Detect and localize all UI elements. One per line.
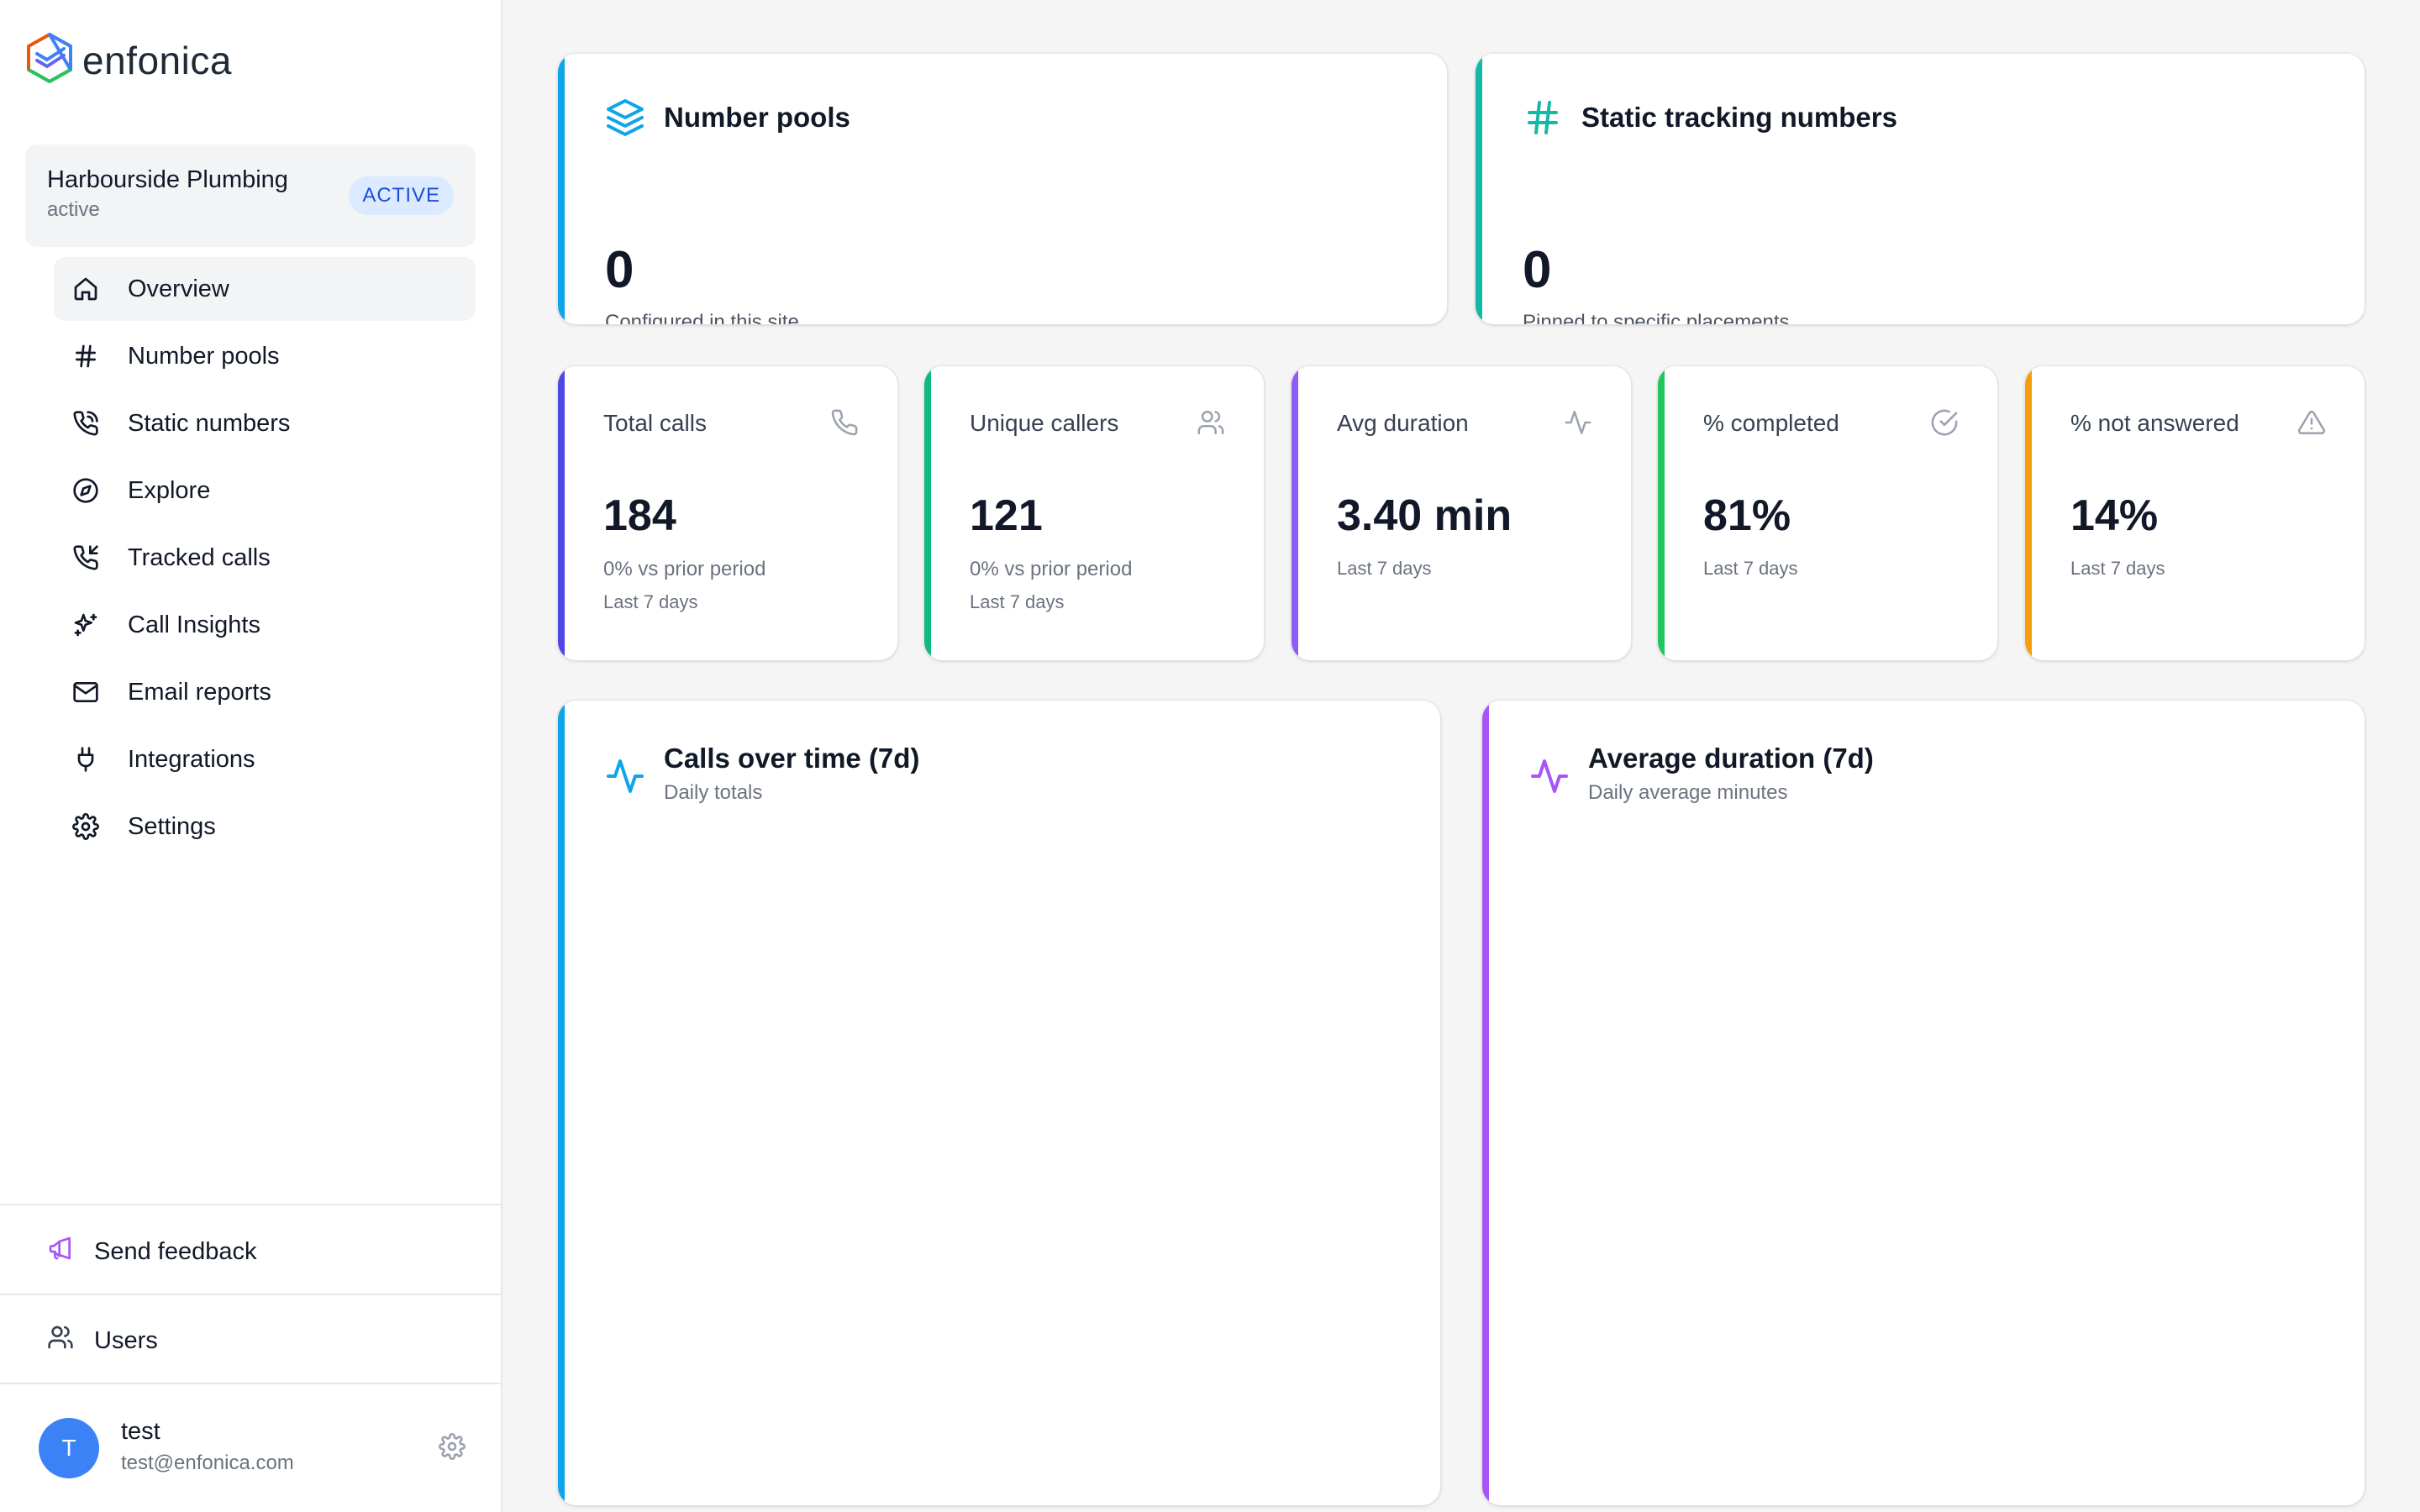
activity-icon xyxy=(1529,756,1570,796)
stat-label: Avg duration xyxy=(1337,410,1469,436)
divider xyxy=(0,1294,502,1295)
hash-icon xyxy=(72,343,99,370)
divider xyxy=(0,1383,502,1384)
layers-icon xyxy=(605,97,645,138)
enfonica-logo-icon xyxy=(25,32,74,88)
sidebar-nav: Overview Number pools Static numbers Exp… xyxy=(54,257,476,862)
sidebar-item-static-numbers[interactable]: Static numbers xyxy=(54,391,476,455)
brand-logo[interactable]: enfonica xyxy=(25,32,232,88)
calls-over-time-chart-card: Calls over time (7d) Daily totals xyxy=(558,701,1440,1505)
site-status: active xyxy=(47,198,100,221)
stat-period: Last 7 days xyxy=(603,591,698,612)
stat-comparison: 0% vs prior period xyxy=(603,558,766,580)
send-feedback-button[interactable]: Send feedback xyxy=(47,1235,256,1268)
mail-icon xyxy=(72,679,99,706)
sidebar-item-call-insights[interactable]: Call Insights xyxy=(54,593,476,657)
sidebar-item-settings[interactable]: Settings xyxy=(54,795,476,858)
status-badge: ACTIVE xyxy=(349,176,454,215)
stat-period: Last 7 days xyxy=(1337,558,1432,579)
static-tracking-numbers-card[interactable]: Static tracking numbers 0 Pinned to spec… xyxy=(1476,54,2365,324)
send-feedback-label: Send feedback xyxy=(94,1237,257,1265)
brand-name: enfonica xyxy=(82,38,232,82)
sidebar: enfonica Harbourside Plumbing active ACT… xyxy=(0,0,502,1512)
stat-label: % completed xyxy=(1703,410,1839,436)
stat-comparison: 0% vs prior period xyxy=(970,558,1133,580)
chart-subtitle: Daily totals xyxy=(664,781,763,804)
sidebar-item-label: Settings xyxy=(128,812,216,840)
chart-title: Average duration (7d) xyxy=(1588,743,1874,774)
activity-icon xyxy=(1564,408,1592,437)
alert-triangle-icon xyxy=(2297,408,2326,437)
phone-incoming-icon xyxy=(72,544,99,571)
divider xyxy=(0,1204,502,1205)
stat-label: Total calls xyxy=(603,410,707,436)
card-caption: Configured in this site xyxy=(605,311,799,324)
users-button[interactable]: Users xyxy=(47,1324,158,1357)
compass-icon xyxy=(72,477,99,504)
sidebar-item-overview[interactable]: Overview xyxy=(54,257,476,321)
sidebar-item-label: Email reports xyxy=(128,678,271,706)
plug-icon xyxy=(72,746,99,773)
stat-value: 14% xyxy=(2070,491,2159,540)
sidebar-item-label: Explore xyxy=(128,476,211,504)
sidebar-item-number-pools[interactable]: Number pools xyxy=(54,324,476,388)
site-selector[interactable]: Harbourside Plumbing active ACTIVE xyxy=(25,144,476,247)
card-caption: Pinned to specific placements xyxy=(1523,311,1790,324)
sidebar-item-email-reports[interactable]: Email reports xyxy=(54,660,476,724)
home-icon xyxy=(72,276,99,302)
check-circle-icon xyxy=(1930,408,1959,437)
stat-card-unique-callers[interactable]: Unique callers 121 0% vs prior period La… xyxy=(924,366,1264,660)
user-name: test xyxy=(121,1418,160,1445)
static-numbers-value: 0 xyxy=(1523,241,1552,299)
sidebar-item-label: Tracked calls xyxy=(128,543,271,571)
sidebar-item-label: Call Insights xyxy=(128,611,260,638)
number-pools-card[interactable]: Number pools 0 Configured in this site xyxy=(558,54,1447,324)
phone-call-icon xyxy=(72,410,99,437)
sidebar-item-label: Integrations xyxy=(128,745,255,773)
users-label: Users xyxy=(94,1326,158,1354)
sidebar-item-tracked-calls[interactable]: Tracked calls xyxy=(54,526,476,590)
card-title: Number pools xyxy=(664,102,850,133)
number-pools-value: 0 xyxy=(605,241,634,299)
megaphone-icon xyxy=(47,1235,94,1268)
phone-icon xyxy=(830,408,859,437)
stat-value: 121 xyxy=(970,491,1043,540)
stat-card-total-calls[interactable]: Total calls 184 0% vs prior period Last … xyxy=(558,366,897,660)
settings-icon xyxy=(72,813,99,840)
activity-icon xyxy=(605,756,645,796)
avatar: T xyxy=(39,1418,99,1478)
users-icon xyxy=(47,1324,94,1357)
stat-value: 184 xyxy=(603,491,676,540)
sidebar-item-explore[interactable]: Explore xyxy=(54,459,476,522)
stat-period: Last 7 days xyxy=(970,591,1065,612)
stat-period: Last 7 days xyxy=(1703,558,1798,579)
stat-label: % not answered xyxy=(2070,410,2239,436)
chart-subtitle: Daily average minutes xyxy=(1588,781,1788,804)
average-duration-chart-card: Average duration (7d) Daily average minu… xyxy=(1482,701,2365,1505)
users-icon xyxy=(1197,408,1225,437)
card-title: Static tracking numbers xyxy=(1581,102,1897,133)
sidebar-item-integrations[interactable]: Integrations xyxy=(54,727,476,791)
user-settings-icon[interactable] xyxy=(439,1433,466,1460)
stat-value: 3.40 min xyxy=(1337,491,1512,540)
sidebar-item-label: Number pools xyxy=(128,342,280,370)
sparkles-icon xyxy=(72,612,99,638)
stat-label: Unique callers xyxy=(970,410,1119,436)
stat-card-avg-duration[interactable]: Avg duration 3.40 min Last 7 days xyxy=(1292,366,1631,660)
hash-icon xyxy=(1523,97,1563,138)
sidebar-item-label: Overview xyxy=(128,275,229,302)
user-profile[interactable]: T test test@enfonica.com xyxy=(39,1416,466,1480)
user-email: test@enfonica.com xyxy=(121,1452,294,1474)
sidebar-item-label: Static numbers xyxy=(128,409,291,437)
chart-title: Calls over time (7d) xyxy=(664,743,920,774)
stat-card-percent-not-answered[interactable]: % not answered 14% Last 7 days xyxy=(2025,366,2365,660)
site-name: Harbourside Plumbing xyxy=(47,166,288,193)
stat-value: 81% xyxy=(1703,491,1791,540)
stat-card-percent-completed[interactable]: % completed 81% Last 7 days xyxy=(1658,366,1997,660)
stat-period: Last 7 days xyxy=(2070,558,2165,579)
